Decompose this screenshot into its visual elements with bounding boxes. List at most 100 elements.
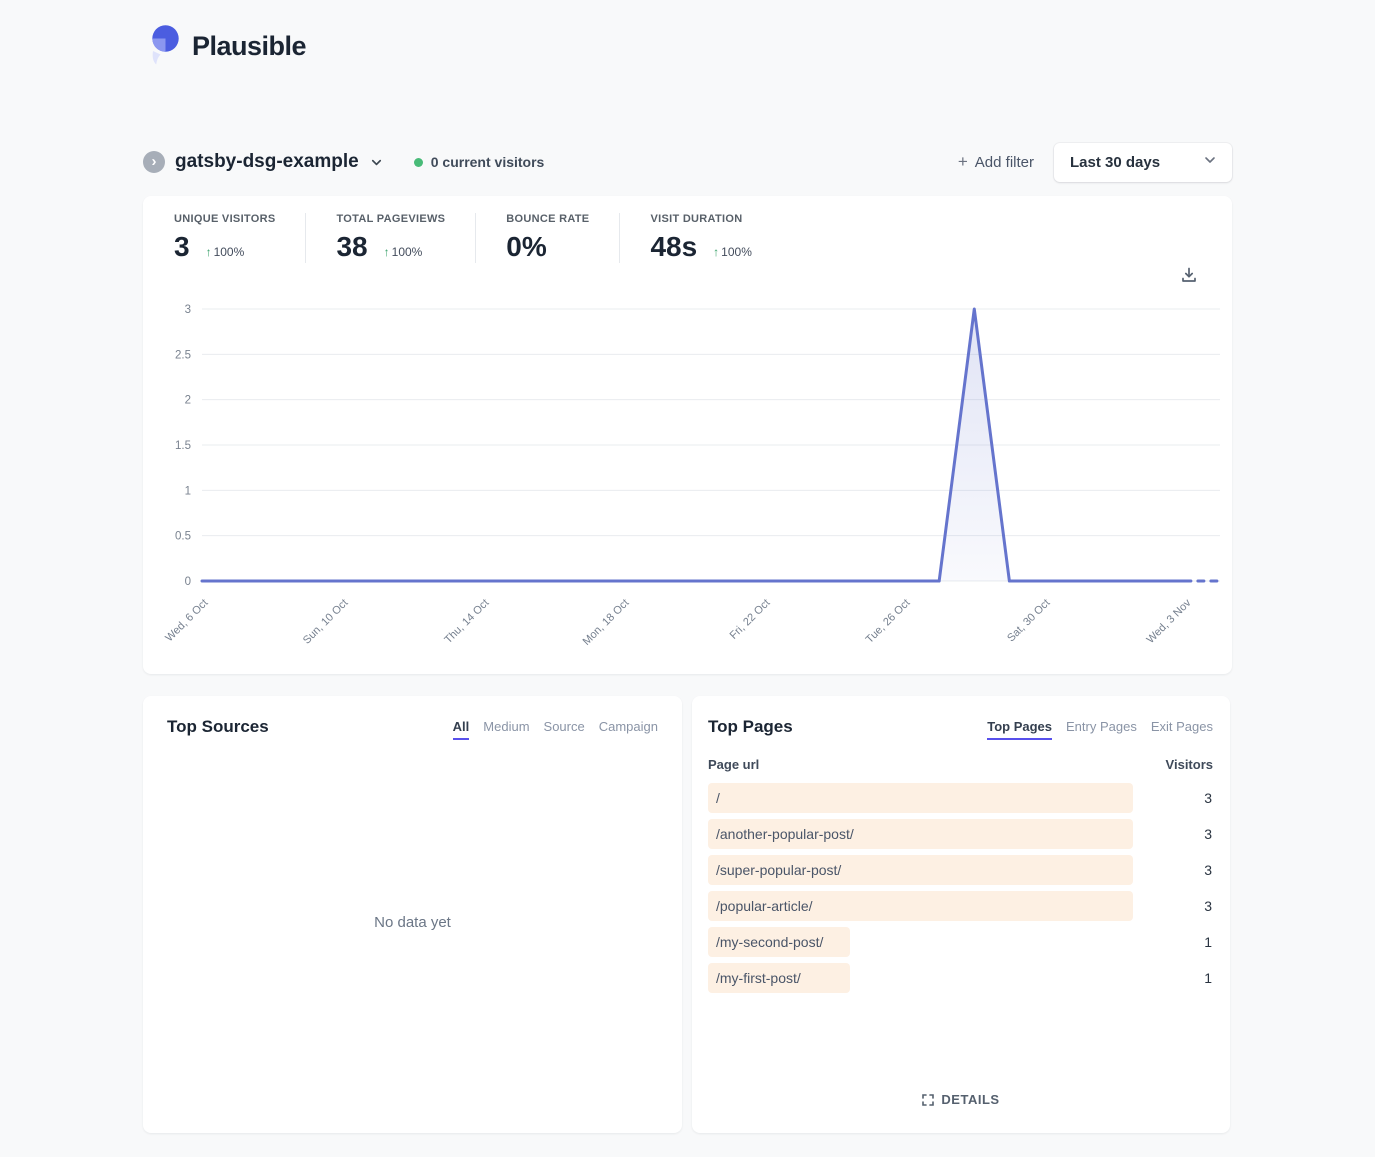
value-bar (708, 963, 850, 993)
expand-icon (922, 1093, 935, 1106)
stat-bounce-rate[interactable]: BOUNCE RATE 0% (475, 213, 619, 263)
live-dot-icon (413, 157, 423, 167)
table-row[interactable]: /my-second-post/ 1 (708, 927, 1213, 957)
page-url: /popular-article/ (716, 898, 813, 914)
no-data-message: No data yet (374, 914, 451, 931)
top-pages-title: Top Pages (708, 717, 793, 736)
plausible-logo-icon (152, 25, 179, 65)
visitors-chart-card: UNIQUE VISITORS 3 ↑ 100% TOTAL PAGEVIEWS … (143, 196, 1232, 674)
date-range-value: Last 30 days (1070, 153, 1161, 171)
y-axis-tick-label: 1 (185, 485, 191, 497)
arrow-up-icon: ↑ (383, 245, 390, 259)
table-row[interactable]: /popular-article/ 3 (708, 891, 1213, 921)
tab-exit-pages[interactable]: Exit Pages (1150, 719, 1213, 734)
site-name: gatsby-dsg-example (175, 151, 359, 172)
top-sources-card: Top Sources All Medium Source Campaign N… (143, 696, 682, 1133)
y-axis-tick-label: 2 (185, 395, 191, 407)
top-stats-row: UNIQUE VISITORS 3 ↑ 100% TOTAL PAGEVIEWS … (143, 196, 1232, 263)
stat-change: ↑ 100% (205, 245, 245, 259)
tab-campaign[interactable]: Campaign (598, 719, 658, 734)
stat-value: 3 (174, 231, 190, 262)
details-label: DETAILS (941, 1092, 1000, 1107)
visitors-count: 3 (1204, 862, 1212, 878)
plus-icon: + (957, 152, 968, 171)
stat-value: 0% (506, 231, 547, 262)
add-filter-button[interactable]: + Add filter (958, 152, 1034, 172)
arrow-up-icon: ↑ (713, 245, 720, 259)
add-filter-label: Add filter (974, 153, 1034, 171)
top-pages-tabs: Top Pages Entry Pages Exit Pages (987, 717, 1213, 740)
x-axis-label: Tue, 26 Oct (863, 597, 913, 646)
stat-total-pageviews[interactable]: TOTAL PAGEVIEWS 38 ↑ 100% (305, 213, 475, 263)
stat-value: 48s (650, 231, 698, 262)
visitors-count: 1 (1204, 934, 1212, 950)
current-visitors-label: 0 current visitors (430, 154, 545, 170)
value-bar (708, 891, 1133, 921)
top-pages-card: Top Pages Top Pages Entry Pages Exit Pag… (692, 696, 1230, 1133)
top-pages-list: / 3 /another-popular-post/ 3 /super-popu… (708, 783, 1213, 993)
page-url: / (716, 790, 720, 806)
area-fill (202, 309, 1220, 581)
table-row[interactable]: / 3 (708, 783, 1213, 813)
x-axis-label: Thu, 14 Oct (442, 597, 492, 647)
visitors-count: 3 (1204, 826, 1212, 842)
chevron-down-icon (369, 155, 384, 170)
tab-all[interactable]: All (452, 719, 470, 740)
table-row[interactable]: /my-first-post/ 1 (708, 963, 1213, 993)
x-axis: Wed, 6 Oct Sun, 10 Oct Thu, 14 Oct Mon, … (163, 589, 1220, 649)
y-axis-tick-label: 1.5 (175, 440, 191, 452)
column-page-url: Page url (708, 757, 760, 772)
y-axis-tick-label: 0 (185, 576, 191, 588)
stat-change: ↑ 100% (383, 245, 423, 259)
top-sources-title: Top Sources (167, 717, 269, 736)
page-url: /my-second-post/ (716, 934, 824, 950)
value-bar (708, 783, 1133, 813)
value-bar (708, 927, 850, 957)
page-url: /another-popular-post/ (716, 826, 854, 842)
app-logo-text: Plausible (192, 30, 307, 61)
visitors-count: 3 (1204, 790, 1212, 806)
value-bar (708, 855, 1133, 885)
stat-label: UNIQUE VISITORS (174, 213, 276, 225)
stat-label: BOUNCE RATE (506, 213, 590, 225)
chevron-down-icon (1202, 152, 1218, 173)
stat-label: TOTAL PAGEVIEWS (336, 213, 446, 225)
site-switcher[interactable]: › gatsby-dsg-example (143, 151, 384, 173)
table-header: Page url Visitors (708, 757, 1213, 772)
page-url: /my-first-post/ (716, 970, 801, 986)
stat-visit-duration[interactable]: VISIT DURATION 48s ↑ 100% (619, 213, 781, 263)
visitors-count: 1 (1204, 970, 1212, 986)
y-axis-tick-label: 3 (185, 304, 191, 316)
stat-unique-visitors[interactable]: UNIQUE VISITORS 3 ↑ 100% (174, 213, 305, 263)
tab-medium[interactable]: Medium (483, 719, 530, 734)
stat-change: ↑ 100% (713, 245, 752, 259)
details-button[interactable]: DETAILS (692, 1092, 1230, 1107)
top-sources-tabs: All Medium Source Campaign (452, 717, 658, 740)
tab-top-pages[interactable]: Top Pages (987, 719, 1053, 740)
download-export-icon[interactable] (1180, 266, 1198, 289)
current-visitors[interactable]: 0 current visitors (413, 154, 545, 170)
x-axis-label: Fri, 22 Oct (727, 597, 773, 642)
visitors-line (200, 307, 1187, 583)
arrow-up-icon: ↑ (205, 245, 212, 259)
table-row[interactable]: /another-popular-post/ 3 (708, 819, 1213, 849)
app-logo[interactable]: Plausible (143, 24, 307, 68)
x-axis-label: Sat, 30 Oct (1005, 597, 1053, 645)
stat-value: 38 (336, 231, 368, 262)
date-range-select[interactable]: Last 30 days (1054, 142, 1232, 182)
y-axis-tick-label: 0.5 (175, 531, 191, 543)
x-axis-label: Sun, 10 Oct (301, 597, 351, 647)
x-axis-label: Wed, 3 Nov (1144, 597, 1194, 646)
site-toolbar-row: › gatsby-dsg-example 0 current visitors … (143, 142, 1232, 182)
y-axis-tick-label: 2.5 (175, 349, 191, 361)
visitors-line-chart[interactable]: 0 0.5 1 1.5 2 2.5 3 (175, 304, 1222, 588)
tab-source[interactable]: Source (543, 719, 585, 734)
value-bar (708, 819, 1133, 849)
site-favicon-icon: › (143, 151, 165, 173)
table-row[interactable]: /super-popular-post/ 3 (708, 855, 1213, 885)
x-axis-label: Mon, 18 Oct (580, 597, 632, 648)
tab-entry-pages[interactable]: Entry Pages (1066, 719, 1137, 734)
page-url: /super-popular-post/ (716, 862, 842, 878)
visitors-count: 3 (1204, 898, 1212, 914)
